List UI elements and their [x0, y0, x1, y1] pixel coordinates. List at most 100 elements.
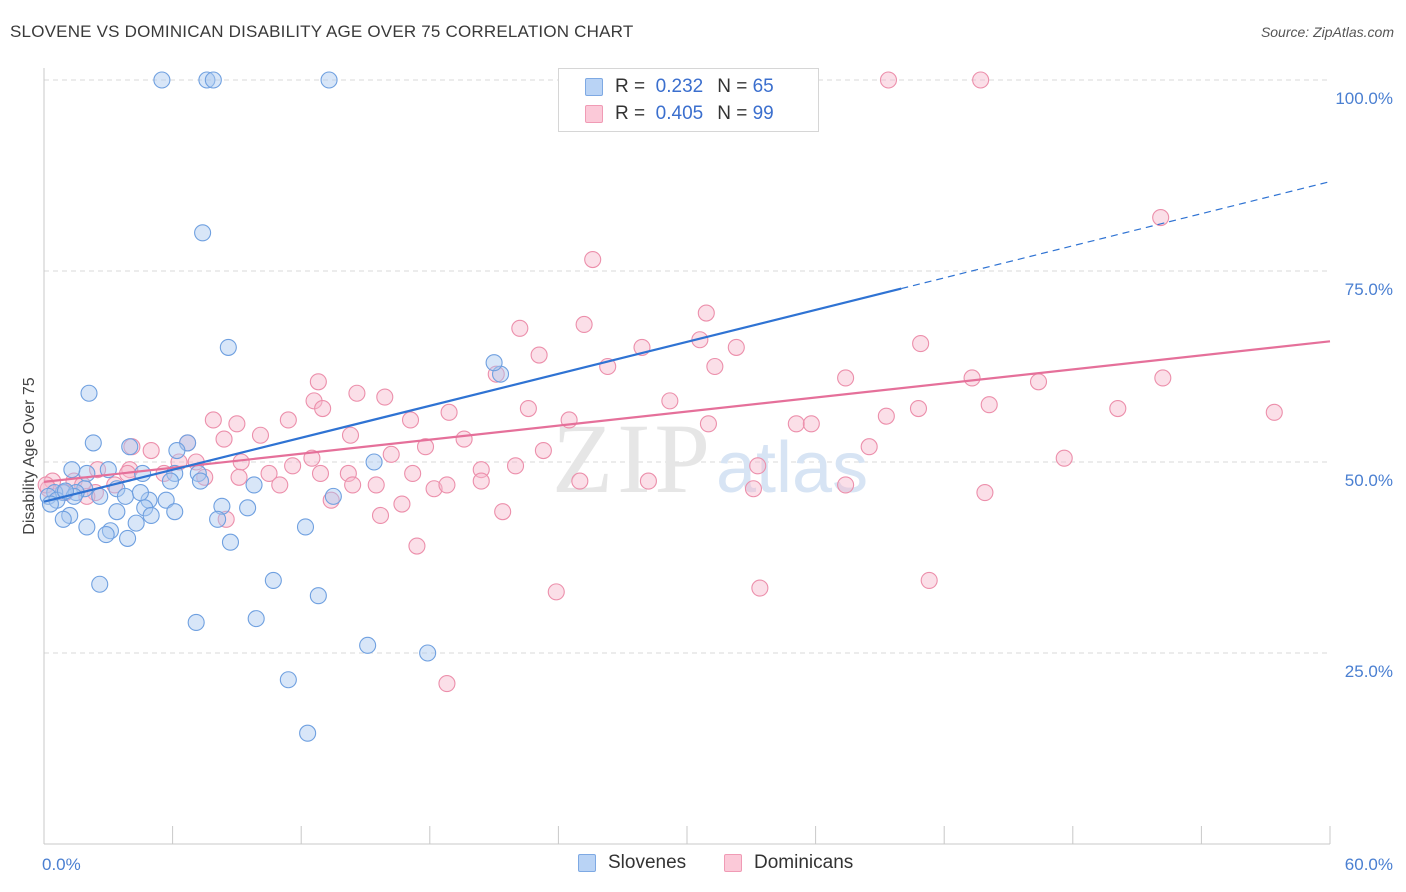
- legend-r-label: R =: [615, 76, 646, 97]
- slovene-point: [166, 503, 184, 521]
- chart-title: SLOVENE VS DOMINICAN DISABILITY AGE OVER…: [10, 22, 634, 41]
- legend-label-slovenes: Slovenes: [608, 852, 687, 873]
- slovene-point: [127, 514, 145, 532]
- dominican-point: [575, 315, 593, 334]
- dominican-point: [1029, 373, 1048, 391]
- dominican-point: [438, 476, 456, 494]
- x-tick-label: 60.0%: [1345, 855, 1393, 874]
- slovene-point: [320, 71, 338, 89]
- slovene-swatch: [578, 854, 596, 872]
- legend-r-label: R =: [615, 103, 646, 124]
- slovene-point: [279, 671, 297, 689]
- slovene-point: [239, 499, 257, 517]
- slovene-point: [299, 724, 317, 742]
- dominican-point: [284, 457, 302, 475]
- dominican-point: [727, 338, 745, 356]
- slovene-point: [194, 224, 212, 242]
- dominican-point: [877, 407, 895, 425]
- dominican-point: [639, 472, 657, 490]
- dominican-point: [584, 250, 602, 269]
- dominican-point: [706, 357, 724, 376]
- dominican-point: [1055, 449, 1073, 467]
- dominican-point: [909, 399, 928, 418]
- dominican-point: [217, 510, 235, 528]
- axis-layer: [43, 68, 1330, 845]
- slovene-point: [204, 71, 222, 89]
- legend-r-value: 0.405: [655, 103, 704, 124]
- legend-item-slovenes[interactable]: Slovenes: [578, 852, 686, 874]
- dominican-swatch: [724, 854, 742, 872]
- y-tick-label: 75.0%: [1345, 280, 1393, 299]
- legend-r-value: 0.232: [655, 76, 704, 97]
- dominican-point: [260, 464, 278, 483]
- dominican-point: [802, 415, 820, 433]
- legend-item-dominicans[interactable]: Dominicans: [724, 852, 853, 874]
- dominican-point: [344, 476, 362, 494]
- legend-n-value: 99: [752, 103, 774, 124]
- slovene-point: [157, 491, 175, 509]
- slovene-point: [91, 575, 109, 593]
- legend-row-slovenes: R = 0.232 N = 65: [585, 75, 774, 99]
- slovene-point: [153, 71, 171, 89]
- dominican-point: [1152, 208, 1170, 227]
- dominican-point: [519, 399, 537, 418]
- dominican-point: [1109, 399, 1127, 418]
- slovene-point: [108, 503, 126, 521]
- y-axis-label: Disability Age Over 75: [21, 377, 38, 535]
- dominican-trend-line: [43, 340, 1331, 483]
- slovene-point: [324, 487, 342, 505]
- dominican-point: [837, 369, 855, 387]
- legend-n-label: N =: [717, 103, 748, 124]
- slovene-point: [245, 476, 263, 494]
- dominican-point: [367, 476, 385, 494]
- dominican-point: [271, 476, 289, 494]
- dominican-point: [963, 369, 981, 387]
- slovene-point: [264, 571, 282, 589]
- dominican-point: [534, 441, 552, 460]
- dominican-point: [787, 415, 805, 433]
- slovene-point: [121, 438, 139, 456]
- y-tick-label: 50.0%: [1345, 471, 1393, 490]
- stats-legend: R = 0.232 N = 65 R = 0.405 N = 99: [558, 68, 819, 132]
- slovene-point: [221, 533, 240, 551]
- dominican-point: [1154, 369, 1172, 387]
- dominican-point: [230, 468, 248, 486]
- y-tick-label: 100.0%: [1335, 89, 1393, 108]
- slovene-point: [119, 529, 137, 547]
- watermark-zip: ZIP: [552, 403, 714, 514]
- dominican-swatch: [585, 105, 603, 123]
- dominican-point: [661, 392, 679, 410]
- dominican-point: [376, 388, 394, 406]
- dominican-point: [837, 476, 855, 494]
- tick-labels: 100.0% 75.0% 50.0% 25.0% 0.0% 60.0%: [42, 89, 1393, 874]
- dominican-point: [697, 304, 715, 322]
- slovene-point: [209, 510, 227, 528]
- dominican-point: [976, 484, 994, 502]
- dominican-point: [920, 571, 938, 589]
- dominican-point: [440, 403, 458, 421]
- dominican-point: [530, 346, 548, 364]
- legend-label-dominicans: Dominicans: [754, 852, 854, 873]
- dominican-point: [279, 411, 297, 429]
- slovene-point: [78, 464, 96, 483]
- slovene-point: [54, 510, 72, 528]
- dominican-point: [980, 396, 998, 414]
- slovene-point: [191, 472, 210, 490]
- dominican-point: [215, 430, 233, 448]
- y-tick-label: 25.0%: [1345, 662, 1393, 681]
- dominican-point: [1265, 403, 1283, 421]
- dominican-point: [311, 464, 330, 483]
- slovene-swatch: [585, 78, 603, 96]
- dominican-point: [972, 71, 990, 89]
- dominican-points: [37, 71, 1283, 693]
- dominican-point: [699, 415, 717, 433]
- x-tick-label: 0.0%: [42, 855, 81, 874]
- slovene-point: [91, 487, 109, 505]
- slovene-point: [142, 506, 160, 525]
- dominican-point: [547, 583, 565, 601]
- slovene-point: [168, 441, 186, 460]
- slovene-points: [39, 71, 771, 742]
- slovene-point: [247, 610, 265, 628]
- dominican-point: [314, 399, 332, 418]
